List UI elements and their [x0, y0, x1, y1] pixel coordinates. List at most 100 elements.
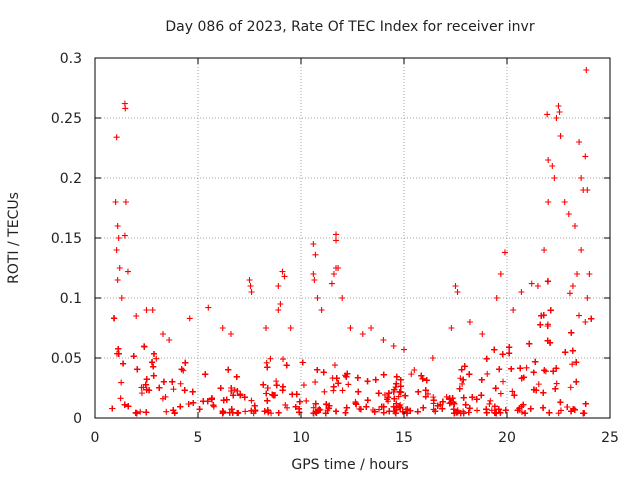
scatter-point-fill	[396, 403, 403, 410]
scatter-point-fill	[312, 379, 319, 386]
scatter-point	[335, 265, 342, 271]
scatter-point-fill	[506, 350, 513, 357]
scatter-point	[186, 315, 193, 322]
scatter-point-fill	[550, 368, 557, 375]
scatter-point-fill	[491, 346, 498, 353]
scatter-point-fill	[233, 373, 240, 380]
scatter-point	[247, 283, 254, 289]
scatter-point-fill	[465, 409, 472, 416]
scatter-point	[582, 153, 589, 160]
scatter-point	[248, 289, 255, 295]
scatter-point-fill	[399, 408, 406, 415]
scatter-point-fill	[580, 410, 587, 417]
scatter-point-fill	[575, 312, 582, 319]
scatter-point-fill	[492, 385, 499, 392]
scatter-point-fill	[312, 408, 319, 415]
scatter-point	[584, 187, 591, 193]
scatter-point-fill	[339, 387, 346, 394]
scatter-point-fill	[248, 397, 255, 404]
scatter-point	[586, 271, 593, 277]
scatter-point	[275, 283, 282, 289]
scatter-point-fill	[163, 408, 170, 415]
scatter-point-fill	[527, 405, 534, 412]
scatter-point-fill	[546, 409, 553, 416]
scatter-point-fill	[130, 353, 137, 360]
scatter-point	[287, 325, 294, 331]
scatter-point-fill	[138, 390, 145, 397]
scatter-point	[479, 331, 486, 337]
scatter-point	[227, 331, 234, 337]
scatter-point-fill	[109, 405, 116, 412]
scatter-point-fill	[432, 408, 439, 415]
scatter-point	[501, 249, 508, 256]
scatter-point	[555, 103, 562, 109]
scatter-point-fill	[182, 359, 189, 366]
scatter-point-fill	[473, 396, 480, 403]
scatter-point-fill	[564, 403, 571, 410]
scatter-point-fill	[573, 378, 580, 385]
scatter-point	[576, 139, 583, 145]
scatter-point-fill	[355, 388, 362, 395]
scatter-point	[279, 268, 286, 275]
scatter-point-fill	[296, 398, 303, 405]
scatter-point	[113, 134, 120, 141]
scatter-point-fill	[460, 410, 467, 417]
scatter-point-fill	[196, 406, 203, 413]
scatter-point-fill	[380, 409, 387, 416]
scatter-point	[121, 232, 128, 239]
scatter-point	[429, 355, 436, 361]
scatter-point-fill	[143, 409, 150, 416]
scatter-point-fill	[446, 395, 453, 402]
scatter-point-fill	[120, 360, 127, 367]
scatter-point-fill	[210, 402, 217, 409]
scatter-point-fill	[422, 387, 429, 394]
scatter-point	[454, 289, 461, 295]
scatter-point	[275, 307, 282, 313]
scatter-point	[565, 211, 572, 217]
scatter-point-fill	[497, 390, 504, 397]
scatter-point-fill	[252, 407, 259, 414]
scatter-point-fill	[275, 409, 282, 416]
scatter-point-fill	[386, 408, 393, 415]
scatter-point-fill	[149, 359, 156, 366]
scatter-point	[582, 319, 589, 325]
scatter-point-fill	[520, 401, 527, 408]
scatter-point-fill	[279, 387, 286, 394]
scatter-point-fill	[333, 408, 340, 415]
scatter-point-fill	[111, 315, 118, 322]
scatter-point	[578, 247, 585, 253]
scatter-point-fill	[202, 371, 209, 378]
x-tick-label: 20	[498, 430, 516, 446]
scatter-point-fill	[223, 396, 230, 403]
scatter-point-fill	[517, 365, 524, 372]
scatter-point-fill	[540, 389, 547, 396]
scatter-point	[122, 199, 129, 205]
scatter-point	[534, 283, 541, 289]
scatter-point-fill	[418, 372, 425, 379]
scatter-point	[115, 235, 122, 241]
scatter-point-fill	[220, 397, 227, 404]
scatter-point-fill	[261, 408, 268, 415]
scatter-point-fill	[547, 339, 554, 346]
scatter-point	[330, 271, 337, 277]
scatter-point-fill	[535, 381, 542, 388]
scatter-point	[557, 133, 564, 139]
scatter-point-fill	[268, 410, 275, 417]
scatter-point	[333, 231, 340, 238]
scatter-point-fill	[117, 395, 124, 402]
scatter-point-fill	[390, 388, 397, 395]
scatter-point-fill	[518, 409, 525, 416]
scatter-point	[549, 163, 556, 169]
scatter-point	[116, 265, 123, 271]
scatter-point-fill	[273, 382, 280, 389]
scatter-point	[452, 283, 459, 289]
scatter-point-fill	[299, 359, 306, 366]
scatter-point-fill	[526, 340, 533, 347]
scatter-point-fill	[343, 373, 350, 380]
scatter-point-fill	[150, 350, 157, 357]
scatter-point-fill	[491, 409, 498, 416]
scatter-point-fill	[143, 386, 150, 393]
scatter-point	[571, 223, 578, 229]
scatter-point-fill	[484, 370, 491, 377]
scatter-point-fill	[264, 364, 271, 371]
